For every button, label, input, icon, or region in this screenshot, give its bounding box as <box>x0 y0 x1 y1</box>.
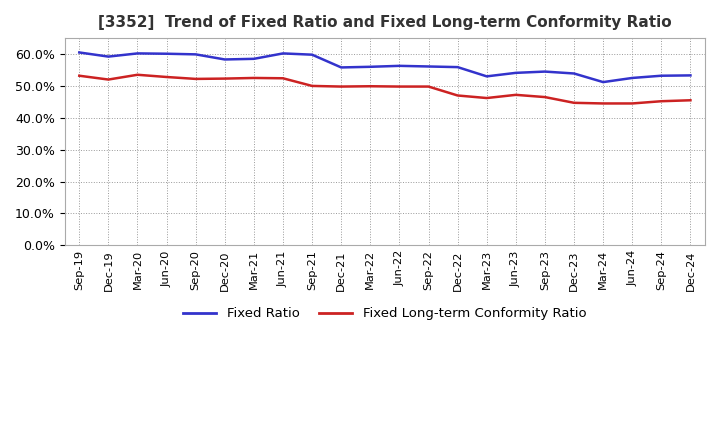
Fixed Long-term Conformity Ratio <box>454 93 462 98</box>
Fixed Ratio <box>220 57 229 62</box>
Fixed Long-term Conformity Ratio <box>75 73 84 78</box>
Fixed Ratio <box>133 51 142 56</box>
Line: Fixed Long-term Conformity Ratio: Fixed Long-term Conformity Ratio <box>79 75 690 103</box>
Line: Fixed Ratio: Fixed Ratio <box>79 52 690 82</box>
Fixed Ratio <box>686 73 695 78</box>
Fixed Ratio <box>424 64 433 69</box>
Fixed Ratio <box>279 51 287 56</box>
Fixed Long-term Conformity Ratio <box>657 99 666 104</box>
Fixed Ratio <box>599 80 608 85</box>
Fixed Long-term Conformity Ratio <box>220 76 229 81</box>
Fixed Long-term Conformity Ratio <box>686 98 695 103</box>
Fixed Ratio <box>337 65 346 70</box>
Legend: Fixed Ratio, Fixed Long-term Conformity Ratio: Fixed Ratio, Fixed Long-term Conformity … <box>178 302 592 326</box>
Fixed Long-term Conformity Ratio <box>599 101 608 106</box>
Fixed Long-term Conformity Ratio <box>133 72 142 77</box>
Fixed Ratio <box>454 65 462 70</box>
Fixed Ratio <box>250 56 258 62</box>
Fixed Long-term Conformity Ratio <box>104 77 113 82</box>
Fixed Long-term Conformity Ratio <box>250 75 258 81</box>
Fixed Ratio <box>511 70 520 76</box>
Fixed Long-term Conformity Ratio <box>628 101 636 106</box>
Fixed Long-term Conformity Ratio <box>511 92 520 98</box>
Fixed Long-term Conformity Ratio <box>337 84 346 89</box>
Fixed Ratio <box>307 52 316 57</box>
Fixed Ratio <box>366 64 374 70</box>
Fixed Ratio <box>75 50 84 55</box>
Fixed Long-term Conformity Ratio <box>482 95 491 101</box>
Fixed Long-term Conformity Ratio <box>541 95 549 100</box>
Fixed Ratio <box>104 54 113 59</box>
Fixed Ratio <box>395 63 404 69</box>
Fixed Ratio <box>162 51 171 56</box>
Fixed Ratio <box>192 52 200 57</box>
Fixed Long-term Conformity Ratio <box>162 74 171 80</box>
Fixed Long-term Conformity Ratio <box>424 84 433 89</box>
Fixed Ratio <box>482 74 491 79</box>
Fixed Long-term Conformity Ratio <box>366 84 374 89</box>
Fixed Long-term Conformity Ratio <box>570 100 578 106</box>
Fixed Ratio <box>570 71 578 76</box>
Fixed Long-term Conformity Ratio <box>395 84 404 89</box>
Fixed Long-term Conformity Ratio <box>192 76 200 81</box>
Fixed Ratio <box>628 75 636 81</box>
Fixed Long-term Conformity Ratio <box>307 83 316 88</box>
Fixed Ratio <box>541 69 549 74</box>
Fixed Ratio <box>657 73 666 78</box>
Fixed Long-term Conformity Ratio <box>279 76 287 81</box>
Title: [3352]  Trend of Fixed Ratio and Fixed Long-term Conformity Ratio: [3352] Trend of Fixed Ratio and Fixed Lo… <box>98 15 672 30</box>
